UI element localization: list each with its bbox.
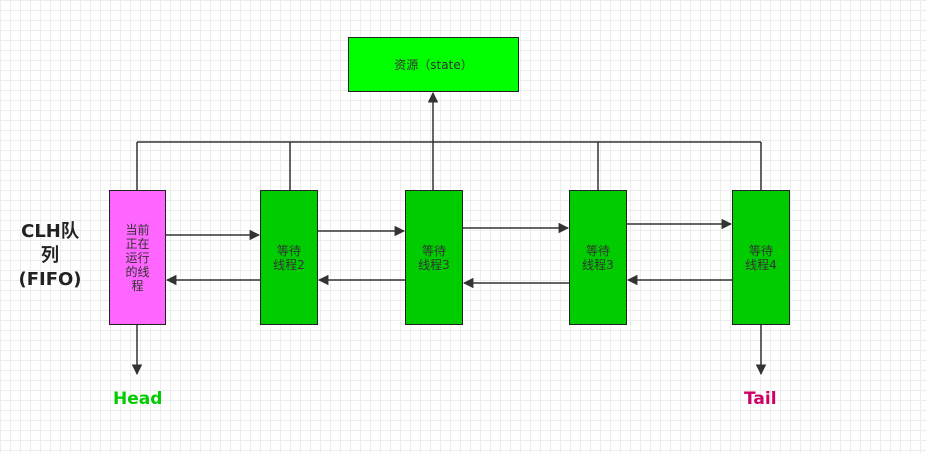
- head-label: Head: [113, 389, 163, 409]
- current-thread-node: 当前 正在 运行 的线 程: [109, 190, 166, 325]
- waiting-thread-node-4: 等待 线程4: [732, 190, 790, 325]
- resource-state-box: 资源（state）: [348, 37, 519, 92]
- resource-state-label: 资源（state）: [394, 57, 473, 72]
- waiting-thread-label-3: 等待 线程3: [582, 243, 614, 272]
- current-thread-label: 当前 正在 运行 的线 程: [125, 222, 150, 293]
- clh-queue-title: CLH队 列 (FIFO): [18, 221, 82, 290]
- waiting-thread-node-1: 等待 线程2: [260, 190, 318, 325]
- waiting-thread-node-3: 等待 线程3: [569, 190, 627, 325]
- tail-label: Tail: [744, 389, 777, 409]
- waiting-thread-label-2: 等待 线程3: [418, 243, 450, 272]
- waiting-thread-label-1: 等待 线程2: [273, 243, 305, 272]
- waiting-thread-node-2: 等待 线程3: [405, 190, 463, 325]
- waiting-thread-label-4: 等待 线程4: [745, 243, 777, 272]
